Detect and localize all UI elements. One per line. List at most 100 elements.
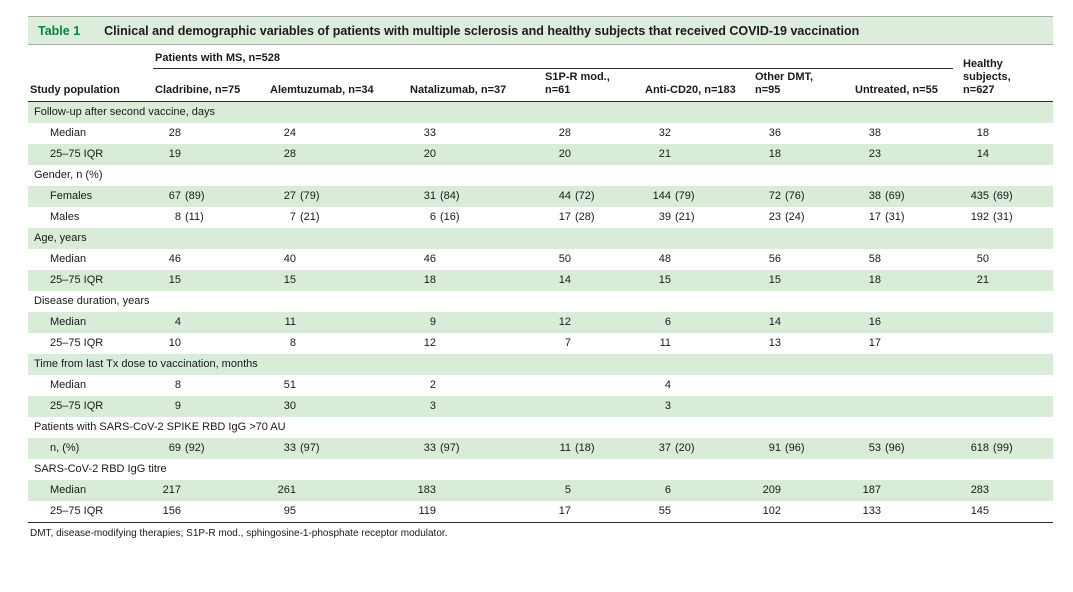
cell-value: 33 (97) — [283, 442, 320, 454]
cell-value: 9 — [429, 316, 436, 328]
cell-value: 12 — [558, 316, 571, 328]
cell-value: 24 — [283, 127, 296, 139]
table-cell: 50 — [961, 249, 1053, 270]
table-row: Median 28 24 33 28 32 36 38 18 — [28, 123, 1053, 144]
table-cell: 20 — [408, 144, 543, 165]
table-cell: 21 — [643, 144, 753, 165]
column-header-natalizumab: Natalizumab, n=37 — [410, 84, 507, 96]
table-cell: 46 — [408, 249, 543, 270]
table-cell: 50 — [543, 249, 643, 270]
cell-value: 11 — [659, 337, 671, 349]
table-row: 25–75 IQR 15 15 18 14 15 15 18 21 — [28, 270, 1054, 291]
table-cell — [543, 396, 643, 417]
table-cell: 33 (97) — [408, 438, 543, 459]
table-cell: 17 (28) — [543, 207, 643, 228]
table-cell: 48 — [643, 249, 753, 270]
table-cell — [961, 312, 1053, 333]
cell-value: 3 — [664, 400, 671, 412]
table-row: Males 8 (11) 7 (21) 6 (16) 17 (28) 39 (21) 23 (24) 17… — [28, 207, 1053, 228]
table-cell: 145 — [961, 501, 1053, 523]
cell-value: 46 — [423, 253, 436, 265]
cell-value: 261 — [277, 484, 296, 496]
table-cell: 69 (92) — [153, 438, 268, 459]
table-cell: 9 — [153, 396, 268, 417]
cell-value: 2 — [429, 379, 436, 391]
table-cell — [853, 396, 961, 417]
row-label: 25–75 IQR — [50, 274, 104, 286]
table-cell: 31 (84) — [408, 186, 543, 207]
section-header-row: Time from last Tx dose to vaccination, m… — [28, 354, 1054, 375]
table-cell: 217 — [153, 480, 268, 501]
table-cell: 44 (72) — [543, 186, 643, 207]
table-row: 25–75 IQR 19 28 20 20 21 18 23 14 — [28, 144, 1054, 165]
cell-value: 33 — [423, 127, 436, 139]
cell-value: 102 — [762, 505, 781, 517]
cell-value: 8 (11) — [174, 211, 204, 223]
row-label: Males — [50, 211, 80, 223]
table-cell: 17 — [853, 333, 961, 354]
table-cell: 283 — [961, 480, 1053, 501]
cell-value: 8 — [174, 379, 181, 391]
column-header-cladribine: Cladribine, n=75 — [155, 84, 241, 96]
cell-value: 15 — [658, 274, 671, 286]
cell-value: 11 — [284, 316, 296, 328]
cell-value: 618 (99) — [970, 442, 1013, 454]
section-header-row: Patients with SARS-CoV-2 SPIKE RBD IgG >… — [28, 417, 1053, 438]
table-cell: 23 (24) — [753, 207, 853, 228]
table-cell: 36 — [753, 123, 853, 144]
row-label: 25–75 IQR — [50, 505, 104, 517]
cell-value: 28 — [168, 127, 181, 139]
table-cell: 3 — [408, 396, 543, 417]
section-header: Age, years — [34, 232, 87, 244]
cell-value: 48 — [658, 253, 671, 265]
cell-value: 145 — [970, 505, 990, 517]
table-cell: 56 — [753, 249, 853, 270]
table-cell: 618 (99) — [961, 438, 1053, 459]
section-header-row: Age, years — [28, 228, 1054, 249]
section-header: SARS-CoV-2 RBD IgG titre — [34, 463, 167, 475]
table-row: Median 217 261 183 5 6 209 187 283 — [28, 480, 1054, 501]
table-cell: 55 — [643, 501, 753, 523]
cell-value: 17 (31) — [868, 211, 905, 223]
table-cell: 8 — [268, 333, 408, 354]
cell-value: 17 — [558, 505, 571, 517]
group-header-row: Study population Patients with MS, n=528… — [28, 45, 1053, 96]
table-cell: 435 (69) — [961, 186, 1053, 207]
table-cell: 4 — [153, 312, 268, 333]
table-cell: 38 (69) — [853, 186, 961, 207]
table-cell: 8 — [153, 375, 268, 396]
table-title-bar: Table 1 Clinical and demographic variabl… — [28, 16, 1053, 45]
table-cell — [753, 396, 853, 417]
table-row: 25–75 IQR 9 30 3 3 — [28, 396, 1054, 417]
table-cell: 17 — [543, 501, 643, 523]
cell-value: 50 — [558, 253, 571, 265]
cell-value: 7 — [564, 337, 571, 349]
table-cell: 14 — [961, 144, 1053, 165]
table-row: 25–75 IQR 156 95 119 17 55 102 133 145 — [28, 501, 1053, 523]
cell-value: 28 — [283, 148, 296, 160]
cell-value: 32 — [658, 127, 671, 139]
table-cell: 12 — [408, 333, 543, 354]
cell-value: 12 — [423, 337, 436, 349]
table-row: Females 67 (89) 27 (79) 31 (84) 44 (72) 144 (79) 72… — [28, 186, 1054, 207]
table-cell: 4 — [643, 375, 753, 396]
table-cell: 33 (97) — [268, 438, 408, 459]
cell-value: 6 — [664, 316, 671, 328]
section-header-row: Follow-up after second vaccine, days — [28, 101, 1054, 123]
cell-value: 15 — [768, 274, 781, 286]
row-label: n, (%) — [50, 442, 80, 454]
cell-value: 51 — [283, 379, 296, 391]
table-cell: 133 — [853, 501, 961, 523]
table1-container: Table 1 Clinical and demographic variabl… — [28, 16, 1054, 539]
section-header: Time from last Tx dose to vaccination, m… — [34, 358, 258, 370]
cell-value: 183 — [417, 484, 436, 496]
table-cell: 37 (20) — [643, 438, 753, 459]
table-cell — [961, 333, 1053, 354]
table-cell — [961, 375, 1053, 396]
row-label: Females — [50, 190, 93, 202]
cell-value: 217 — [162, 484, 181, 496]
table-cell: 14 — [753, 312, 853, 333]
cell-value: 209 — [762, 484, 781, 496]
table-cell: 67 (89) — [153, 186, 268, 207]
table-cell: 40 — [268, 249, 408, 270]
